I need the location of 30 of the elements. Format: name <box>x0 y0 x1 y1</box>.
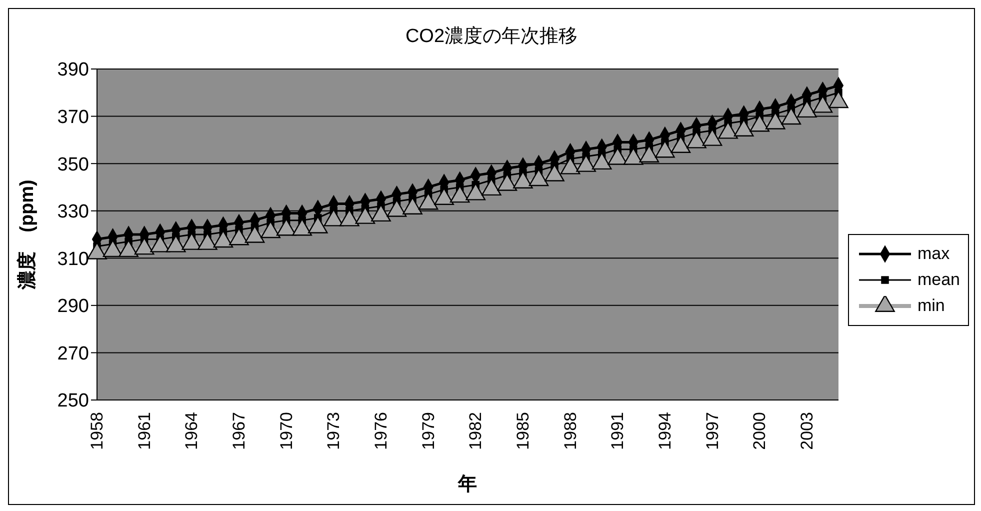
x-tick-label: 1979 <box>418 412 438 450</box>
y-tick-label: 290 <box>57 296 89 318</box>
legend-label: mean <box>917 270 960 290</box>
x-tick-label: 1967 <box>229 412 248 450</box>
x-tick-label: 1997 <box>702 412 722 450</box>
x-tick-label: 1961 <box>134 412 154 450</box>
y-axis-title: 濃度 (ppm) <box>16 180 38 290</box>
y-tick-label: 390 <box>57 60 89 81</box>
y-tick-label: 370 <box>57 107 89 128</box>
x-tick-label: 1964 <box>182 412 202 450</box>
x-tick-label: 2003 <box>797 412 816 450</box>
x-tick-label: 1994 <box>655 412 674 450</box>
x-axis-title: 年 <box>457 474 478 495</box>
x-tick-label: 1973 <box>324 412 344 450</box>
y-tick-label: 330 <box>57 202 89 223</box>
x-tick-label: 1988 <box>560 412 580 450</box>
x-tick-label: 1982 <box>466 412 486 450</box>
y-tick-label: 270 <box>57 343 89 364</box>
legend-label: min <box>917 296 945 316</box>
x-tick-label: 1976 <box>371 412 390 450</box>
x-tick-label: 1991 <box>608 412 628 450</box>
y-tick-label: 310 <box>57 248 89 270</box>
legend-label: max <box>917 244 950 264</box>
y-tick-label: 250 <box>57 390 89 412</box>
chart-title: CO2濃度の年次推移 <box>404 25 579 49</box>
x-tick-label: 1958 <box>88 412 106 450</box>
x-tick-label: 1985 <box>513 412 532 450</box>
x-tick-label: 1970 <box>276 412 296 450</box>
x-tick-label: 2000 <box>750 412 770 450</box>
y-tick-label: 350 <box>57 154 89 176</box>
